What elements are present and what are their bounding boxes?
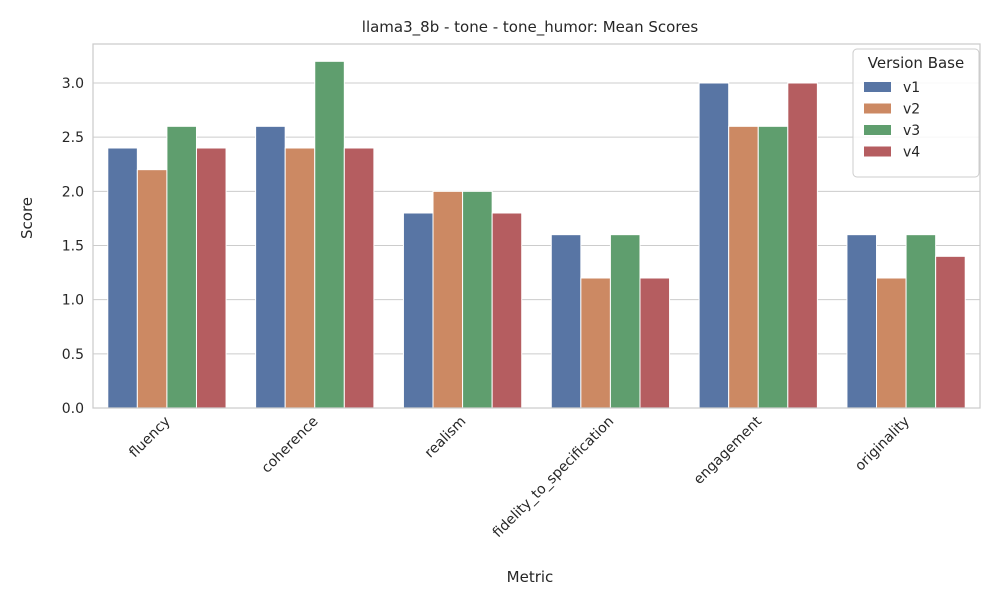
bar-v4-originality	[935, 255, 966, 409]
bar-v1-fidelity_to_specification	[550, 234, 582, 409]
y-tick-label: 2.0	[62, 184, 84, 200]
y-tick-label: 0.0	[62, 401, 84, 417]
bar-v3-originality	[905, 234, 937, 409]
bar-v2-coherence	[284, 147, 316, 409]
y-tick-label: 1.0	[62, 293, 84, 309]
bar-v3-realism	[462, 190, 493, 409]
bar-v1-originality	[846, 234, 878, 409]
bar-v4-realism	[491, 212, 523, 409]
bar-v3-coherence	[314, 60, 345, 409]
y-tick-labels: 0.0 0.5 1.0 1.5 2.0 2.5 3.0	[62, 76, 84, 417]
legend-swatch-v2	[864, 103, 891, 114]
y-tick-label: 3.0	[62, 76, 84, 92]
legend-label-v3: v3	[903, 123, 920, 139]
chart-title: llama3_8b - tone - tone_humor: Mean Scor…	[362, 18, 699, 37]
legend-box	[852, 48, 980, 178]
bar-v2-originality	[876, 277, 907, 409]
y-tick-label: 0.5	[62, 347, 84, 363]
bar-v4-fluency	[195, 147, 227, 409]
legend-title: Version Base	[868, 54, 964, 72]
legend: Version Base v1 v2 v3 v4	[852, 48, 980, 178]
legend-items: v1 v2 v3 v4	[864, 80, 920, 161]
bar-v2-realism	[432, 190, 464, 409]
bar-v3-fidelity_to_specification	[609, 234, 641, 409]
legend-label-v2: v2	[903, 102, 920, 118]
legend-swatch-v4	[864, 146, 891, 157]
bar-v1-coherence	[255, 125, 286, 409]
y-tick-label: 2.5	[62, 130, 84, 146]
bar-v3-fluency	[166, 125, 197, 409]
plot-frame	[92, 43, 981, 409]
legend-label-v4: v4	[903, 145, 920, 161]
legend-swatch-v1	[864, 82, 891, 92]
bar-v4-engagement	[787, 82, 818, 409]
bar-v2-fidelity_to_specification	[580, 277, 611, 409]
x-axis-label: Metric	[507, 568, 554, 586]
bar-v2-fluency	[136, 169, 168, 409]
y-axis-label: Score	[18, 197, 36, 239]
bar-v1-fluency	[107, 147, 138, 409]
bar-v2-engagement	[728, 125, 759, 409]
legend-swatch-v3	[864, 125, 891, 135]
y-tick-label: 1.5	[62, 239, 84, 255]
bar-v3-engagement	[757, 125, 789, 409]
bar-v4-fidelity_to_specification	[639, 277, 671, 409]
bar-v4-coherence	[343, 147, 375, 409]
bar-v1-realism	[402, 212, 434, 409]
bar-v1-engagement	[698, 82, 730, 409]
legend-label-v1: v1	[903, 80, 920, 96]
